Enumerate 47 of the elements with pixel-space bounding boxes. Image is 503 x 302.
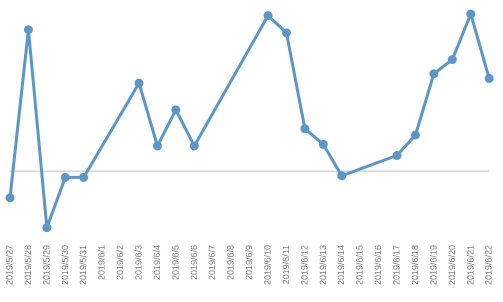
- point: [6, 193, 14, 202]
- point: [24, 25, 33, 34]
- point: [79, 172, 88, 182]
- point: [337, 171, 346, 180]
- x-tick-label: 2019/6/16: [373, 244, 384, 286]
- x-tick-label: 2019/6/11: [280, 244, 291, 284]
- x-tick-label: 2019/6/22: [484, 244, 494, 286]
- x-tick-label: 2019/6/17: [392, 244, 402, 286]
- x-tick-label: 2019/6/4: [152, 244, 162, 280]
- x-tick-label: 2019/6/13: [318, 244, 328, 286]
- point: [484, 74, 494, 83]
- x-tick-label: 2019/6/18: [410, 244, 420, 286]
- point: [282, 28, 291, 38]
- x-tick-label: 2019/6/14: [336, 244, 346, 286]
- x-tick-label: 2019/6/19: [428, 244, 438, 286]
- point: [448, 55, 457, 64]
- point: [410, 130, 420, 140]
- x-tick-label: 2019/6/15: [354, 244, 365, 286]
- point: [466, 10, 476, 18]
- x-tick-label: 2019/6/10: [262, 244, 273, 286]
- x-tick-label: 2019/5/30: [60, 244, 70, 286]
- point: [60, 172, 70, 182]
- x-tick-label: 2019/6/9: [244, 244, 254, 280]
- point: [134, 78, 144, 88]
- x-tick-label: 2019/6/21: [465, 244, 476, 286]
- point: [429, 69, 438, 78]
- x-tick-label: 2019/6/12: [299, 244, 310, 286]
- point: [264, 11, 273, 20]
- x-tick-label: 2019/6/2: [115, 244, 126, 280]
- x-tick-label: 2019/5/27: [4, 244, 14, 286]
- x-tick-label: 2019/6/6: [188, 244, 199, 280]
- point: [42, 223, 52, 232]
- point: [392, 150, 402, 160]
- x-tick-label: 2019/5/31: [78, 244, 88, 286]
- x-tick-label: 2019/6/7: [207, 244, 218, 280]
- point: [152, 141, 162, 150]
- x-tick-label: 2019/6/20: [446, 244, 457, 286]
- x-tick-label: 2019/6/1: [96, 244, 107, 280]
- x-tick-label: 2019/6/8: [226, 244, 236, 280]
- point: [300, 124, 310, 134]
- point: [190, 141, 199, 150]
- x-tick-label: 2019/6/3: [134, 244, 144, 280]
- point: [318, 140, 328, 149]
- x-tick-label: 2019/6/5: [170, 244, 180, 280]
- x-tick-label: 2019/5/28: [22, 244, 33, 286]
- point: [171, 105, 180, 114]
- x-tick-label: 2019/5/29: [41, 244, 52, 286]
